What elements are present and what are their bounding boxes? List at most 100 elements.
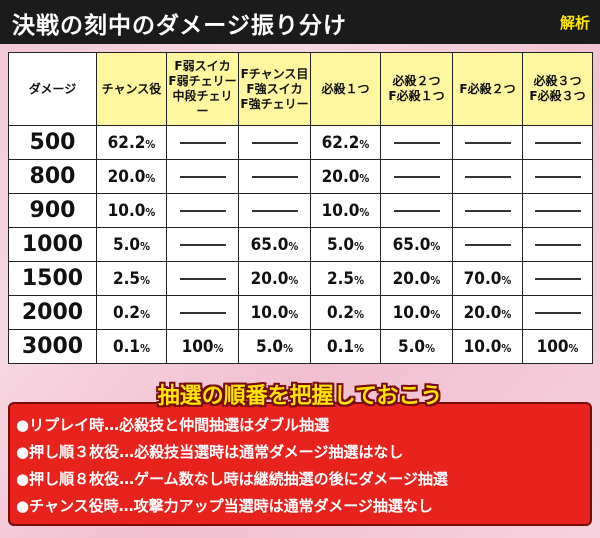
damage-value: 1000: [8, 227, 97, 262]
column-header: 必殺１つ: [310, 52, 381, 126]
damage-distribution-table: ダメージ チャンス役 F弱スイカ F弱チェリー 中段チェリー Fチャンス目 F強スイカ F強チ…: [8, 52, 593, 364]
damage-value: 3000: [8, 329, 97, 364]
percent-sign: %: [213, 341, 224, 355]
empty-cell: [166, 261, 239, 296]
probability-cell: 62.2%: [96, 125, 167, 160]
percent-sign: %: [501, 307, 512, 321]
table-row: 1000 5.0% 65.0% 5.0% 65.0%: [8, 227, 593, 262]
empty-cell: [238, 193, 311, 228]
percent-sign: %: [354, 341, 364, 355]
probability-cell: 70.0%: [452, 261, 523, 296]
empty-cell: [452, 193, 523, 228]
table-header-row: ダメージ チャンス役 F弱スイカ F弱チェリー 中段チェリー Fチャンス目 F強スイカ F強チ…: [8, 52, 593, 126]
percent-sign: %: [354, 307, 364, 321]
damage-value: 900: [8, 193, 97, 228]
note-item: ●チャンス役時…攻撃力アップ当選時は通常ダメージ抽選なし: [16, 497, 433, 515]
percent-sign: %: [288, 239, 299, 253]
dash-mark: [179, 311, 226, 314]
probability-cell: 0.2%: [96, 295, 167, 330]
percent-sign: %: [140, 307, 150, 321]
percent-sign: %: [501, 341, 512, 355]
column-header-line: 必殺１つ: [321, 81, 370, 96]
notes-box: [8, 402, 592, 526]
column-header: Fチャンス目 F強スイカ F強チェリー: [238, 52, 311, 126]
dash-mark: [534, 243, 581, 246]
empty-cell: [522, 193, 593, 228]
percent-sign: %: [354, 273, 364, 287]
probability-cell: 2.5%: [96, 261, 167, 296]
column-header-line: F弱チェリー: [168, 74, 237, 88]
probability-cell: 100%: [166, 329, 239, 364]
percent-sign: %: [145, 171, 156, 185]
dash-mark: [464, 209, 511, 212]
probability-cell: 10.0%: [452, 329, 523, 364]
dash-mark: [393, 209, 440, 212]
empty-cell: [522, 295, 593, 330]
dash-mark: [251, 209, 298, 212]
percent-sign: %: [359, 137, 370, 151]
notes-panel: 抽選の順番を把握しておこう ●リプレイ時…必殺技と仲間抽選はダブル抽選 ●押し順…: [8, 378, 592, 530]
column-header-line: チャンス役: [101, 81, 162, 96]
dash-mark: [534, 311, 581, 314]
percent-sign: %: [359, 171, 370, 185]
percent-sign: %: [140, 341, 150, 355]
empty-cell: [522, 125, 593, 160]
column-header: F弱スイカ F弱チェリー 中段チェリー: [166, 52, 239, 126]
probability-cell: 65.0%: [380, 227, 453, 262]
column-header-line: F弱スイカ: [174, 59, 231, 73]
damage-value: 500: [8, 125, 97, 160]
dash-mark: [251, 141, 298, 144]
probability-cell: 5.0%: [238, 329, 311, 364]
empty-cell: [166, 227, 239, 262]
empty-cell: [452, 125, 523, 160]
percent-sign: %: [354, 239, 364, 253]
dash-mark: [179, 141, 226, 144]
probability-cell: 20.0%: [96, 159, 167, 194]
table-row: 800 20.0% 20.0%: [8, 159, 593, 194]
column-header: チャンス役: [96, 52, 167, 126]
empty-cell: [452, 227, 523, 262]
table-row: 2000 0.2% 10.0% 0.2% 10.0% 20.0%: [8, 295, 593, 330]
empty-cell: [380, 125, 453, 160]
column-header-line: F強スイカ: [246, 81, 303, 96]
probability-cell: 0.1%: [96, 329, 167, 364]
percent-sign: %: [425, 341, 435, 355]
column-header-line: 必殺３つ: [533, 74, 582, 88]
percent-sign: %: [145, 205, 156, 219]
percent-sign: %: [430, 307, 441, 321]
probability-cell: 5.0%: [96, 227, 167, 262]
percent-sign: %: [359, 205, 370, 219]
empty-cell: [522, 159, 593, 194]
dash-mark: [464, 141, 511, 144]
percent-sign: %: [140, 239, 150, 253]
column-header-line: F必殺１つ: [388, 89, 445, 103]
empty-cell: [238, 159, 311, 194]
probability-cell: 20.0%: [380, 261, 453, 296]
page-title: 決戦の刻中のダメージ振り分け: [12, 13, 347, 39]
table-row: 900 10.0% 10.0%: [8, 193, 593, 228]
probability-cell: 5.0%: [380, 329, 453, 364]
dash-mark: [534, 277, 581, 280]
empty-cell: [166, 159, 239, 194]
dash-mark: [464, 243, 511, 246]
damage-value: 1500: [8, 261, 97, 296]
dash-mark: [393, 141, 440, 144]
table-row: 1500 2.5% 20.0% 2.5% 20.0% 70.0%: [8, 261, 593, 296]
column-header: 必殺３つ F必殺３つ: [522, 52, 593, 126]
probability-cell: 2.5%: [310, 261, 381, 296]
note-item: ●押し順８枚役…ゲーム数なし時は継続抽選の後にダメージ抽選: [16, 470, 448, 488]
probability-cell: 62.2%: [310, 125, 381, 160]
probability-cell: 100%: [522, 329, 593, 364]
dash-mark: [179, 209, 226, 212]
empty-cell: [166, 295, 239, 330]
column-header-line: F必殺２つ: [459, 81, 516, 96]
dash-mark: [179, 175, 226, 178]
percent-sign: %: [288, 307, 299, 321]
column-header-line: ダメージ: [28, 81, 77, 96]
percent-sign: %: [501, 273, 512, 287]
note-item: ●リプレイ時…必殺技と仲間抽選はダブル抽選: [16, 416, 330, 434]
table-row: 3000 0.1% 100% 5.0% 0.1% 5.0% 10.0% 100%: [8, 329, 593, 364]
column-header-line: Fチャンス目: [240, 66, 309, 81]
damage-value: 2000: [8, 295, 97, 330]
probability-cell: 20.0%: [452, 295, 523, 330]
